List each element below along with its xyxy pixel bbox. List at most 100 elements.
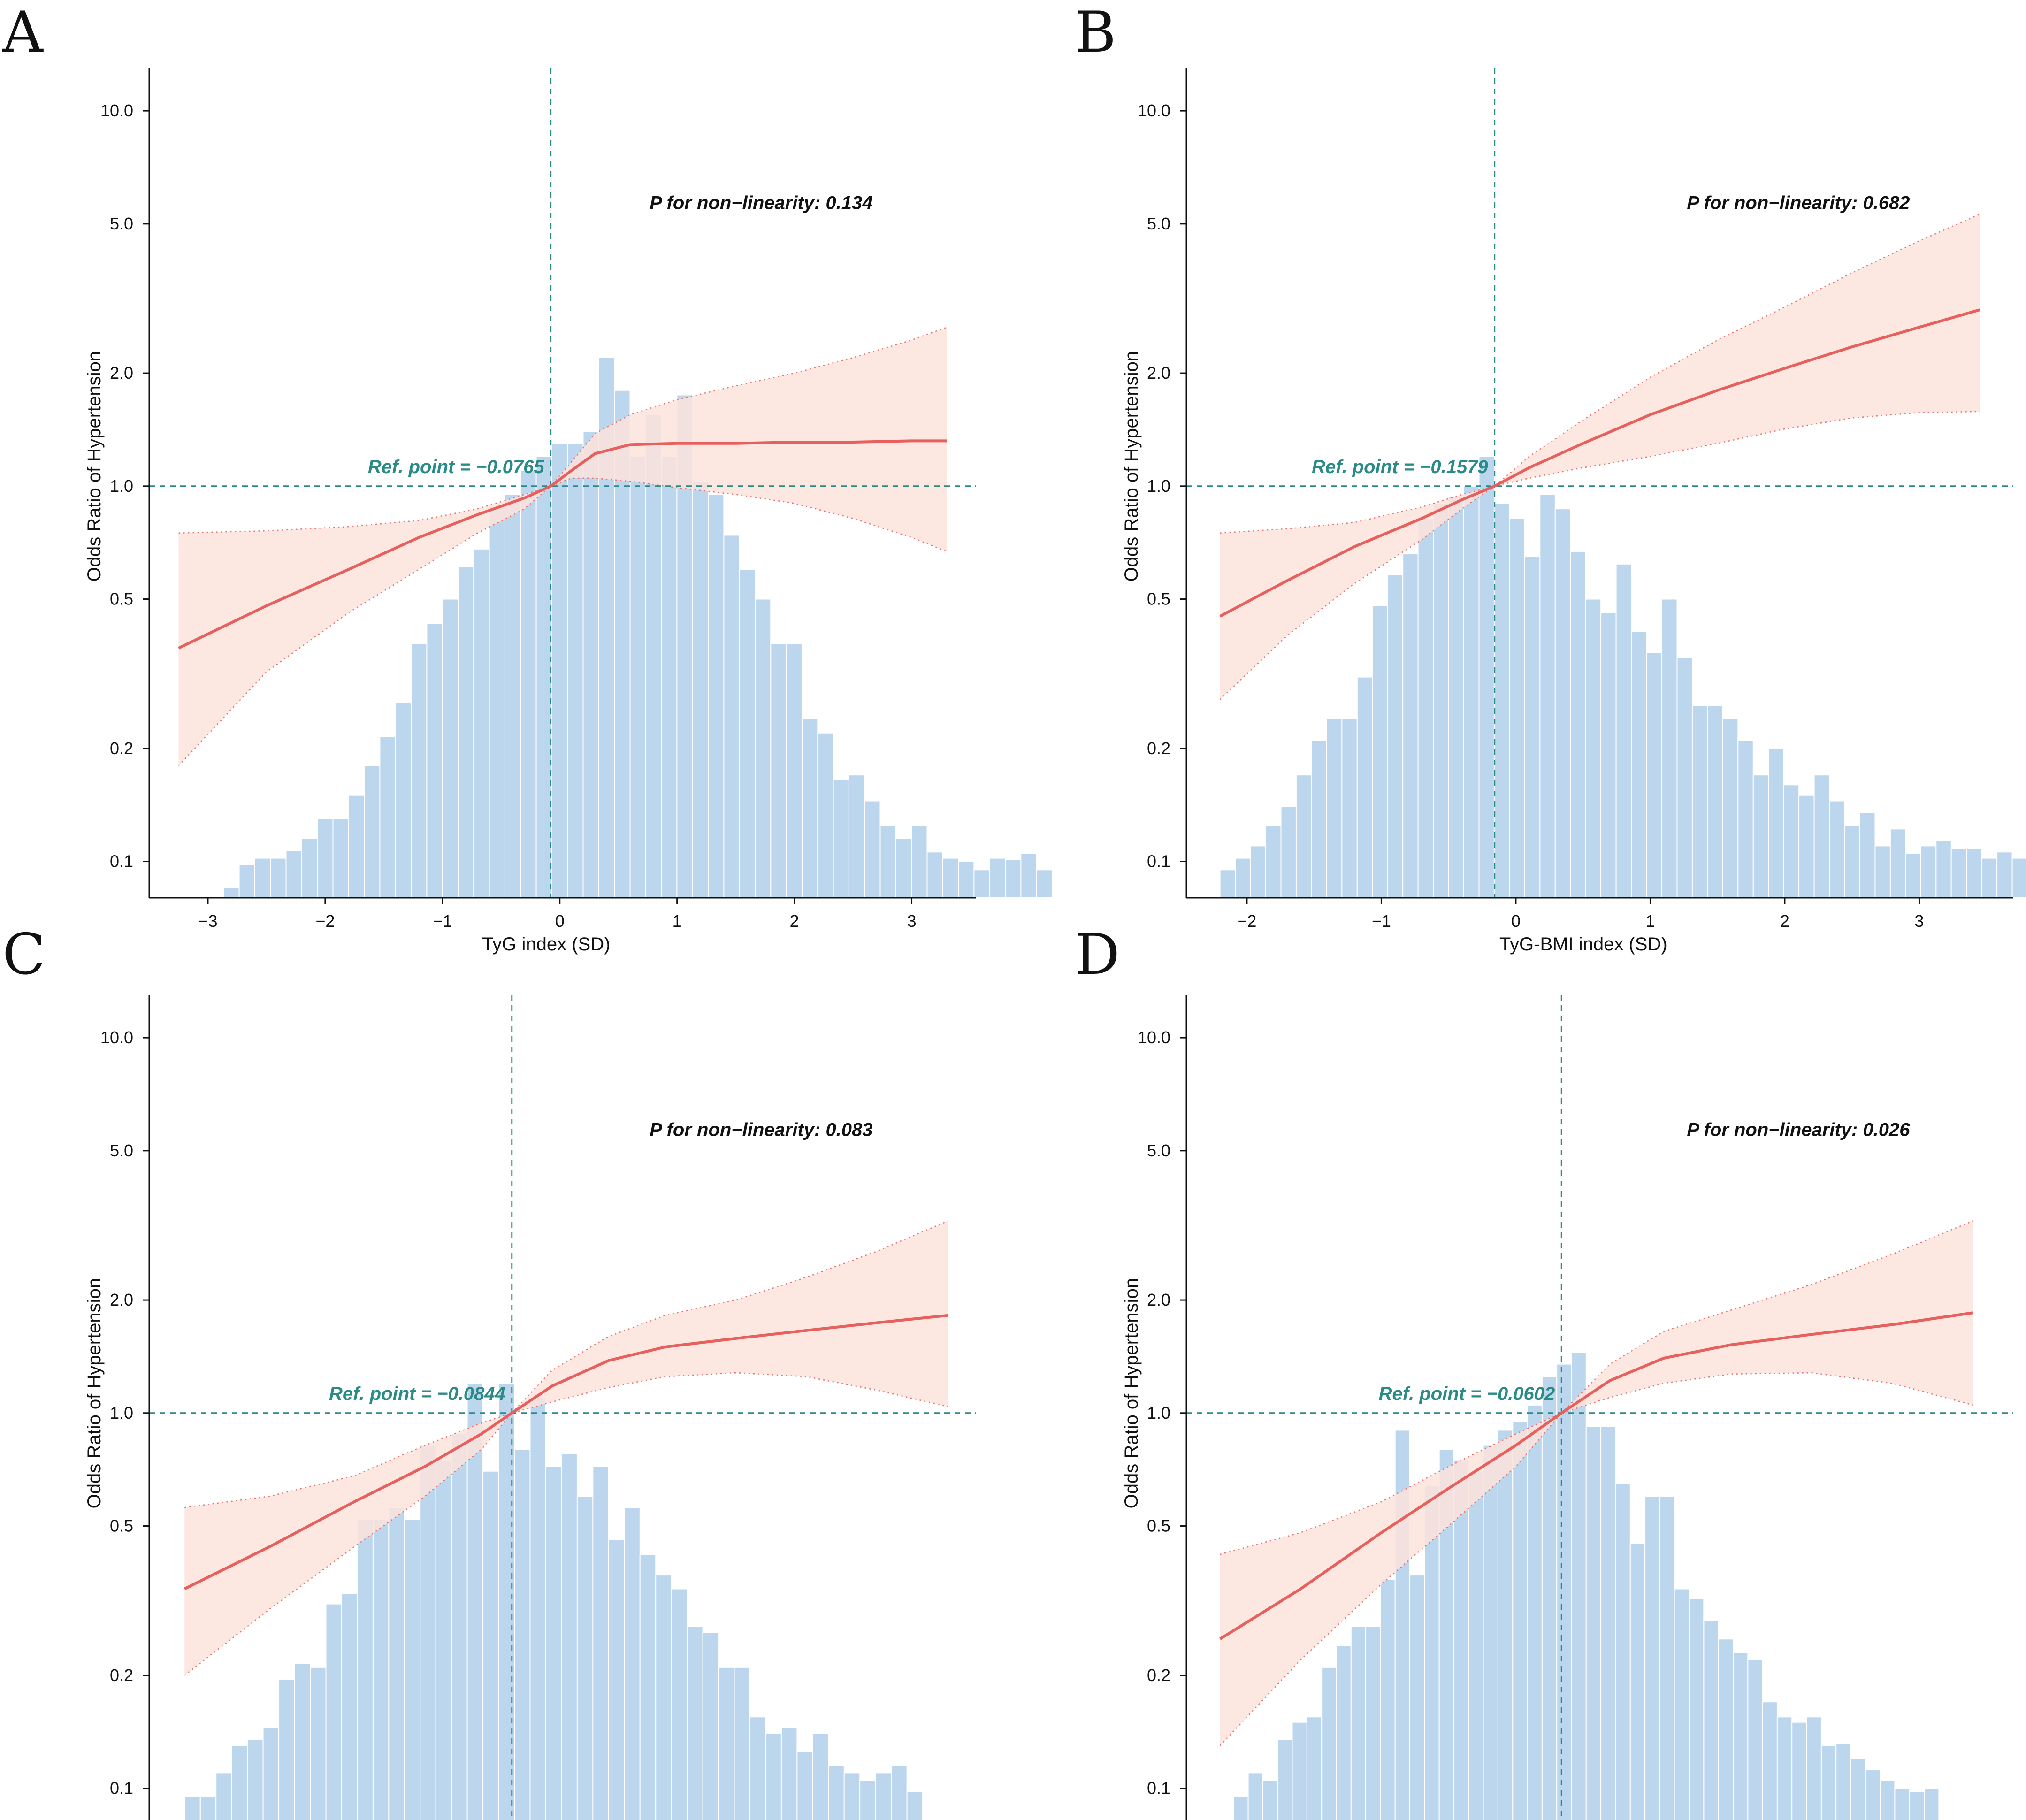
x-tick-label: 0 bbox=[1511, 911, 1521, 931]
histogram bbox=[184, 1383, 924, 1820]
histogram-bar bbox=[551, 443, 568, 898]
histogram-bar bbox=[285, 850, 302, 898]
histogram-bar bbox=[1453, 1459, 1469, 1820]
histogram-bar bbox=[1791, 1721, 1807, 1820]
histogram-bar bbox=[1776, 1716, 1793, 1820]
odds-ratio-curve bbox=[178, 439, 947, 650]
histogram-bar bbox=[1762, 1701, 1778, 1820]
y-tick-label: 2.0 bbox=[1147, 1290, 1170, 1309]
y-tick-label: 0.2 bbox=[1147, 1666, 1170, 1685]
x-axis-title: TyG-BMI index (SD) bbox=[1499, 934, 1667, 955]
y-axis-title: Odds Ratio of Hypertension bbox=[1121, 1278, 1142, 1508]
histogram bbox=[1219, 456, 2026, 899]
histogram-bar bbox=[1341, 718, 1358, 898]
histogram-bar bbox=[1894, 1788, 1910, 1820]
histogram-bar bbox=[514, 1449, 531, 1820]
y-tick-label: 0.5 bbox=[1147, 589, 1170, 609]
histogram-bar bbox=[1585, 598, 1602, 898]
y-tick-label: 10.0 bbox=[1138, 1028, 1170, 1047]
histogram-bar bbox=[357, 1519, 374, 1820]
histogram-bar bbox=[718, 1667, 735, 1820]
histogram-bar bbox=[1356, 676, 1373, 898]
y-tick-label: 10.0 bbox=[1138, 101, 1170, 120]
histogram-bar bbox=[875, 1772, 892, 1820]
histogram-bar bbox=[973, 869, 990, 899]
histogram-bar bbox=[671, 1588, 688, 1820]
histogram-bar bbox=[435, 1459, 452, 1820]
histogram-bar bbox=[1468, 1470, 1484, 1820]
ref-point-label: Ref. point = −0.1579 bbox=[1312, 457, 1488, 477]
histogram-bar bbox=[906, 1791, 924, 1820]
histogram-bar bbox=[426, 623, 443, 898]
y-tick-label: 2.0 bbox=[1147, 363, 1170, 382]
histogram-bar bbox=[1691, 705, 1708, 898]
y-tick-label: 0.1 bbox=[110, 852, 133, 871]
histogram-bar bbox=[843, 1772, 861, 1820]
histogram-bar bbox=[1402, 553, 1419, 898]
histogram-bar bbox=[1850, 1758, 1866, 1820]
histogram-bar bbox=[561, 1453, 578, 1820]
y-tick-label: 0.2 bbox=[110, 739, 133, 758]
panel-letter: D bbox=[1075, 922, 1120, 987]
histogram-bar bbox=[341, 1593, 358, 1820]
y-axis-title: Odds Ratio of Hypertension bbox=[84, 1278, 105, 1508]
histogram-bar bbox=[1463, 485, 1480, 899]
histogram-bar bbox=[520, 470, 537, 898]
histogram-bar bbox=[1859, 812, 1876, 899]
y-axis-title: Odds Ratio of Hypertension bbox=[84, 351, 105, 581]
histogram-bar bbox=[379, 736, 396, 898]
histogram-bar bbox=[1718, 1638, 1734, 1820]
x-tick-label: −2 bbox=[315, 911, 335, 931]
x-axis-title: TyG index (SD) bbox=[482, 934, 610, 955]
histogram-bar bbox=[989, 857, 1006, 898]
y-tick-label: 1.0 bbox=[1147, 1403, 1170, 1422]
histogram-bar bbox=[1380, 1579, 1396, 1820]
p-nonlinearity-label: P for non−linearity: 0.083 bbox=[650, 1120, 872, 1140]
histogram-bar bbox=[388, 1507, 405, 1820]
histogram-bar bbox=[739, 569, 756, 898]
histogram-bar bbox=[1629, 1543, 1646, 1820]
histogram-bar bbox=[442, 598, 459, 898]
histogram-bar bbox=[723, 535, 740, 898]
histogram-bar bbox=[687, 1626, 703, 1820]
histogram-bar bbox=[1541, 1376, 1558, 1820]
y-axis-title: Odds Ratio of Hypertension bbox=[1121, 351, 1142, 581]
confidence-band bbox=[178, 327, 947, 766]
histogram-bar bbox=[926, 851, 943, 899]
y-tick-label: 1.0 bbox=[1147, 476, 1170, 496]
x-tick-label: −1 bbox=[1372, 911, 1391, 931]
p-nonlinearity-label: P for non−linearity: 0.682 bbox=[1687, 193, 1910, 214]
histogram-bar bbox=[1844, 825, 1860, 898]
histogram-bar bbox=[1889, 828, 1906, 899]
histogram-bar bbox=[317, 818, 334, 899]
panel-letter: C bbox=[2, 922, 46, 987]
histogram-bar bbox=[1950, 848, 1967, 899]
histogram-bar bbox=[1981, 857, 1998, 898]
x-tick-label: −3 bbox=[198, 911, 217, 931]
x-tick-label: 2 bbox=[790, 911, 799, 931]
histogram-bar bbox=[1321, 1667, 1337, 1820]
histogram-bar bbox=[1262, 1780, 1278, 1820]
histogram-bar bbox=[1733, 1652, 1749, 1820]
histogram-bar bbox=[817, 732, 834, 898]
histogram-bar bbox=[364, 765, 381, 899]
histogram-bar bbox=[661, 456, 678, 898]
y-tick-label: 10.0 bbox=[100, 1028, 133, 1047]
histogram-bar bbox=[1966, 848, 1982, 899]
histogram-bar bbox=[199, 1796, 217, 1820]
y-tick-label: 5.0 bbox=[110, 214, 133, 233]
histogram-bar bbox=[1880, 1780, 1896, 1820]
histogram bbox=[223, 357, 1053, 899]
histogram-bar bbox=[489, 506, 505, 898]
histogram-bar bbox=[828, 1765, 845, 1820]
histogram-bar bbox=[420, 1445, 436, 1820]
histogram-bar bbox=[301, 838, 318, 898]
histogram-bar bbox=[702, 1632, 719, 1820]
histogram-bar bbox=[1703, 1620, 1719, 1820]
histogram-bar bbox=[1387, 574, 1404, 898]
histogram-bar bbox=[859, 1780, 876, 1820]
histogram-bar bbox=[1265, 825, 1282, 898]
panel-a: A 0.1 0.2 0.5 1.0 2.0 5.0 10.0 −3 −2 −1 0 1 2 3 TyG ind… bbox=[2, 0, 1053, 955]
histogram-bar bbox=[332, 818, 349, 899]
histogram-bar bbox=[1365, 1626, 1381, 1820]
